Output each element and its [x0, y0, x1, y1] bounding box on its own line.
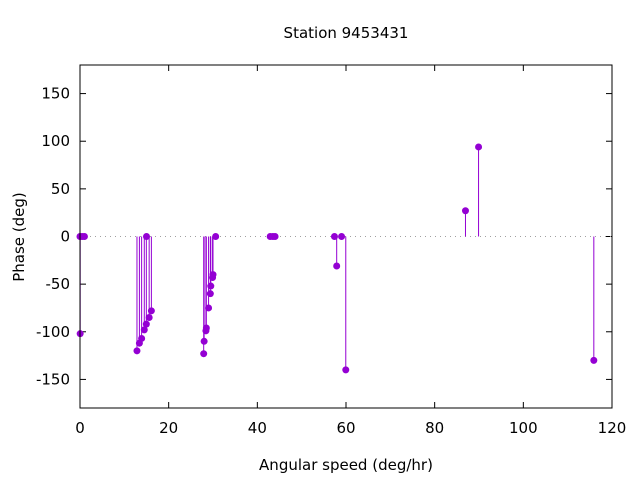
y-tick-label: 0: [60, 228, 70, 246]
x-tick-label: 120: [598, 419, 627, 437]
data-point: [338, 233, 346, 240]
data-point: [205, 304, 213, 312]
data-point: [461, 207, 469, 215]
plot-border: [79, 64, 613, 409]
data-point: [209, 271, 217, 279]
data-point: [206, 290, 214, 298]
data-point: [200, 337, 208, 345]
x-tick-label: 100: [509, 419, 538, 437]
data-point: [140, 326, 148, 334]
y-tick-label: 50: [51, 180, 70, 198]
data-point: [590, 356, 598, 364]
data-point: [342, 366, 350, 374]
x-tick-label: 40: [248, 419, 267, 437]
y-tick-label: -50: [46, 275, 71, 293]
y-tick-label: 100: [41, 132, 70, 150]
y-tick-label: -100: [36, 323, 70, 341]
x-tick-label: 60: [336, 419, 355, 437]
data-point: [80, 233, 88, 240]
data-point: [200, 350, 208, 358]
y-axis-label: Phase (deg): [10, 192, 28, 282]
data-point: [475, 143, 483, 151]
data-point: [202, 324, 210, 332]
data-point: [212, 233, 220, 240]
x-axis-label: Angular speed (deg/hr): [259, 456, 433, 474]
x-tick-label: 0: [75, 419, 85, 437]
x-tick-label: 80: [425, 419, 444, 437]
y-tick-label: -150: [36, 370, 70, 388]
data-point: [271, 233, 279, 240]
data-point: [333, 262, 341, 270]
chart-title: Station 9453431: [284, 24, 409, 42]
data-point: [147, 307, 155, 315]
y-tick-label: 150: [41, 85, 70, 103]
x-tick-label: 20: [159, 419, 178, 437]
data-point: [143, 233, 150, 240]
data-point: [145, 313, 153, 321]
data-point: [207, 282, 215, 290]
data-point: [133, 347, 141, 355]
data-point: [138, 334, 146, 342]
data-point: [142, 320, 150, 328]
